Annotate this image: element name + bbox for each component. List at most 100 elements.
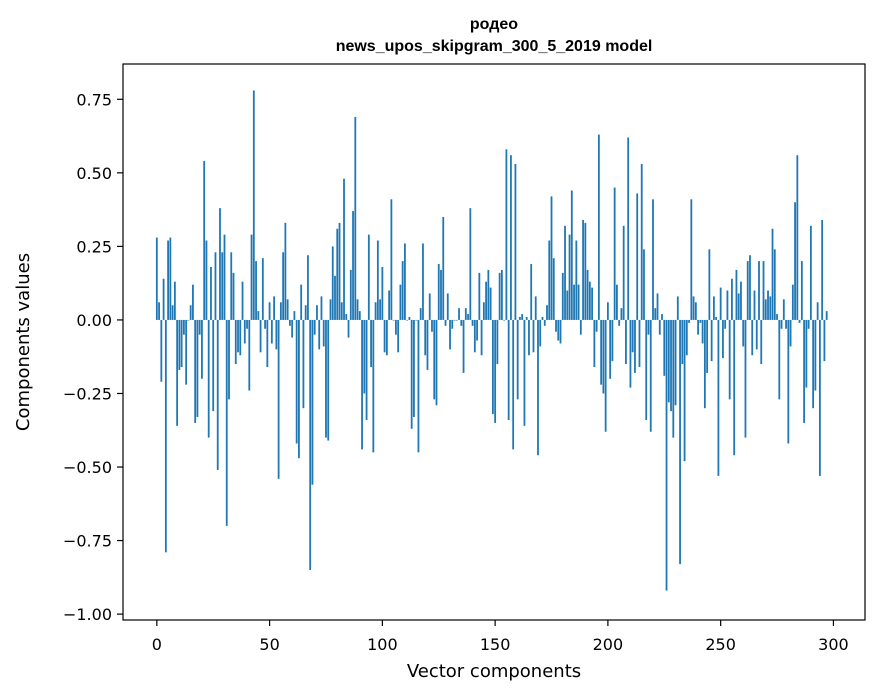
bar [453,319,456,321]
bar [737,293,740,320]
bar [532,319,535,353]
plot-frame [122,63,866,621]
bar [602,319,605,394]
bar [318,319,321,350]
bar [728,319,731,400]
bar [270,319,273,344]
bar [291,319,294,338]
bar [250,234,253,320]
bar [722,319,724,359]
bar [794,202,796,320]
bar [575,240,578,320]
bar [381,266,384,320]
bar [782,299,785,320]
y-tick-label: −0.50 [63,458,112,477]
bar [539,319,542,347]
bar [753,290,756,320]
bar [733,319,736,456]
bar [347,319,350,338]
bar [500,269,503,320]
bar [505,149,508,320]
bar [552,258,555,320]
bar [460,319,463,326]
bar [189,305,192,320]
bar [787,319,790,444]
bar [606,302,609,320]
bar [178,319,181,370]
bar [307,255,309,320]
bar [171,305,174,320]
bar [234,319,237,365]
bar [611,319,614,362]
bar [667,319,670,403]
bar [309,319,312,570]
bar [625,319,627,365]
bar [816,302,819,320]
bar [719,287,722,320]
bar [266,319,269,368]
bar [825,311,828,320]
bar [164,319,167,553]
bar [442,216,445,320]
bar [803,319,805,423]
bar [467,314,469,320]
bar [207,319,210,438]
bar [523,319,526,426]
bar [588,281,591,320]
bar [433,319,436,400]
bar [764,299,767,320]
bar [762,261,765,320]
bar [345,314,348,320]
bar [169,237,172,320]
bar [431,319,433,332]
y-tick-label: −1.00 [63,605,112,624]
bar [361,319,363,450]
bar [201,319,203,379]
bar [464,308,467,320]
bar [288,319,291,326]
bar [685,319,688,356]
bar [487,269,490,320]
bar [631,319,634,353]
bar [458,308,460,320]
bar [394,319,397,335]
bar [658,319,661,335]
bar [780,319,783,329]
bar [176,319,179,426]
bar [354,116,357,320]
bar [462,319,465,373]
bar [548,240,551,320]
bar [485,281,487,320]
bar [690,199,693,320]
bar [478,272,481,320]
x-axis-label: Vector components [407,661,581,682]
bar [367,234,370,320]
bar [241,281,244,320]
bar [638,319,641,368]
bar [349,269,352,320]
bar [557,319,560,341]
bar [800,261,803,320]
bar [620,308,623,320]
bar [670,319,672,412]
bar [568,234,571,320]
bar [654,308,657,320]
bar [480,319,483,356]
bar [255,261,257,320]
bar [261,258,264,320]
bar [406,319,409,321]
bar [365,319,368,420]
y-tick-label: −0.75 [63,532,112,551]
bar [205,240,208,320]
bar [613,187,616,320]
bar [397,319,400,353]
bar [708,249,711,320]
bar [807,319,810,329]
bar [246,319,248,329]
bar [776,314,778,320]
bar [561,272,564,320]
bar [155,237,158,320]
bar [449,319,451,350]
bar [510,155,512,320]
chart-subtitle: news_upos_skipgram_300_5_2019 model [336,38,653,55]
